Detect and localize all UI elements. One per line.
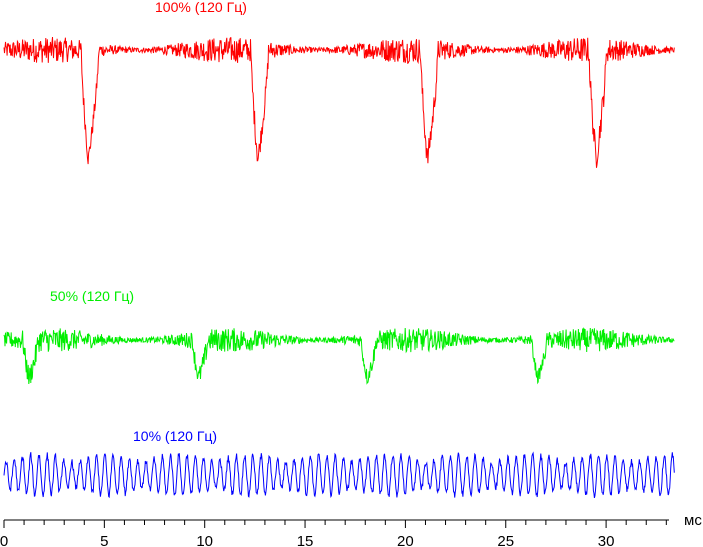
series-label-50: 50% (120 Гц)	[50, 288, 134, 304]
x-axis-label: мс	[684, 512, 702, 529]
series-line-2	[3, 451, 675, 499]
x-axis: 0 5 10 15 20 25 30	[0, 519, 669, 547]
x-tick-label: 0	[0, 533, 8, 547]
x-tick-label: 10	[196, 533, 213, 547]
series-line-0	[3, 36, 675, 168]
series-line-1	[3, 327, 675, 385]
x-tick-label: 15	[297, 533, 314, 547]
traces	[3, 36, 675, 499]
x-tick-label: 5	[100, 533, 108, 547]
x-tick-label: 20	[397, 533, 414, 547]
x-tick-label: 25	[497, 533, 514, 547]
x-tick-label: 30	[598, 533, 615, 547]
series-label-10: 10% (120 Гц)	[133, 428, 217, 444]
series-label-100: 100% (120 Гц)	[155, 0, 247, 15]
